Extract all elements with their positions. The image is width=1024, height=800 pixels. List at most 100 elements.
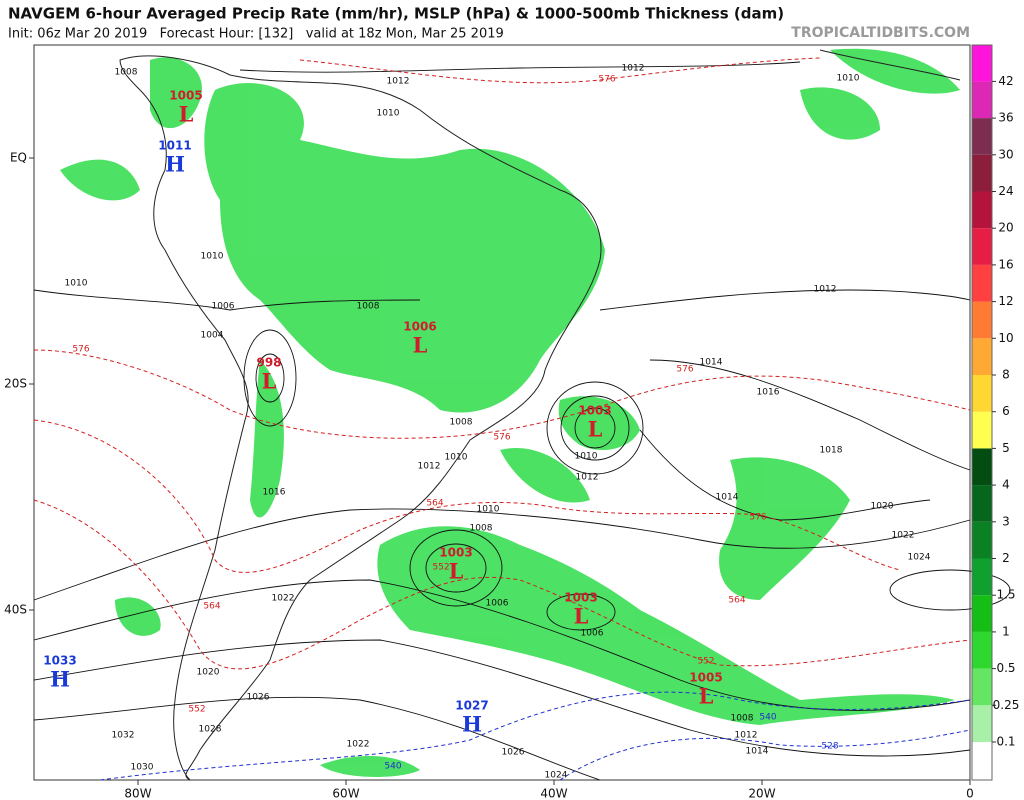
- colorbar-band: [972, 338, 992, 375]
- thickness-label: 552: [697, 657, 714, 667]
- isobar-label: 1010: [575, 452, 598, 462]
- isobar-label: 1008: [470, 524, 493, 534]
- thickness-line: [33, 499, 971, 670]
- isobar-label: 1024: [908, 553, 931, 563]
- thickness-label: 540: [759, 713, 776, 723]
- colorbar-label: 20: [998, 221, 1013, 235]
- thickness-label: 576: [749, 513, 766, 523]
- lon-tick-label: 80W: [124, 787, 151, 800]
- isobar: [33, 289, 421, 311]
- thickness-label: 552: [432, 563, 449, 573]
- thickness-blue: [99, 691, 971, 781]
- colorbar-label: 6: [1002, 404, 1010, 418]
- isobar-label: 1016: [757, 388, 780, 398]
- colorbar-band: [972, 521, 992, 559]
- isobar-label: 1010: [201, 252, 224, 262]
- colorbar-band: [972, 154, 992, 192]
- colorbar-label: 12: [998, 294, 1013, 308]
- isobar: [33, 508, 971, 601]
- isobar-label: 1010: [837, 74, 860, 84]
- colorbar-frame: [971, 44, 993, 781]
- precip-blob: [250, 360, 284, 518]
- pressure-center: L: [179, 102, 194, 127]
- thickness-line: [99, 691, 971, 781]
- thickness-line: [33, 419, 901, 573]
- colorbar-label: 36: [998, 111, 1013, 125]
- pressure-center: H: [165, 152, 185, 177]
- isobar: [889, 569, 1011, 611]
- isobar: [649, 359, 971, 471]
- pressure-value: 1003: [564, 591, 597, 605]
- pressure-center: L: [588, 417, 603, 442]
- colorbar-band: [972, 301, 992, 339]
- isobar: [33, 579, 971, 711]
- thickness-label: 564: [203, 602, 220, 612]
- isobar-label: 1012: [387, 77, 410, 87]
- isobar-label: 1016: [263, 488, 286, 498]
- thickness-label: 552: [188, 705, 205, 715]
- isobar: [599, 289, 971, 311]
- colorbar-label: 5: [1002, 441, 1010, 455]
- title: NAVGEM 6-hour Averaged Precip Rate (mm/h…: [8, 5, 784, 23]
- isobar-label: 1008: [731, 714, 754, 724]
- isobar-label: 1012: [814, 285, 837, 295]
- colorbar-label: 30: [998, 147, 1013, 161]
- colorbar-band: [972, 375, 992, 412]
- colorbar-band: [972, 668, 992, 706]
- isobar-label: 1012: [576, 473, 599, 483]
- colorbar-band: [972, 595, 992, 632]
- isobar-label: 1020: [197, 668, 220, 678]
- colorbar-label: 8: [1002, 368, 1010, 382]
- isobar: [255, 353, 285, 403]
- isobar-label: 1006: [486, 599, 509, 609]
- precip-blob: [115, 597, 161, 636]
- pressure-value: 1033: [43, 654, 76, 668]
- thickness-label: 576: [72, 345, 89, 355]
- pressure-value: 1005: [689, 671, 722, 685]
- south-america: [119, 55, 602, 781]
- pressure-center: L: [413, 333, 428, 358]
- isobar-label: 1014: [700, 358, 723, 368]
- colorbar-band: [972, 45, 992, 82]
- precip-blob: [150, 57, 202, 129]
- colorbar-label: 10: [998, 331, 1013, 345]
- map-area: 1005L1011H998L1006L1003L1003L1003L1005L1…: [33, 44, 1011, 781]
- pressure-value: 1006: [403, 320, 436, 334]
- isobar: [243, 329, 297, 427]
- pressure-center: L: [574, 604, 589, 629]
- thickness-label: 564: [426, 499, 443, 509]
- colorbar-label: 3: [1002, 514, 1010, 528]
- precip-blob: [719, 457, 850, 600]
- isobar: [546, 381, 644, 475]
- thickness-label: 528: [821, 742, 838, 752]
- isobar-label: 1008: [450, 418, 473, 428]
- watermark: TROPICALTIDBITS.COM: [791, 25, 970, 41]
- colorbar-band: [972, 228, 992, 265]
- isobar-label: 1020: [871, 502, 894, 512]
- isobar-label: 1010: [65, 279, 88, 289]
- isobar-label: 1028: [199, 725, 222, 735]
- precip-blob: [830, 48, 960, 94]
- colorbar-band: [972, 118, 992, 155]
- isobar: [560, 395, 630, 461]
- precip-blob: [60, 159, 140, 201]
- precip-blob: [558, 396, 640, 450]
- lon-tick-label: 60W: [332, 787, 359, 800]
- pressure-value: 1027: [455, 699, 488, 713]
- colorbar-label: 16: [998, 257, 1013, 271]
- isobar-label: 1026: [247, 693, 270, 703]
- isobar-label: 1014: [716, 493, 739, 503]
- precip-blob: [377, 526, 955, 725]
- map-labels: 1005L1011H998L1006L1003L1003L1003L1005L1…: [43, 64, 930, 781]
- isobar-label: 1008: [357, 302, 380, 312]
- pressure-value: 1005: [169, 89, 202, 103]
- colorbar-band: [972, 411, 992, 449]
- colorbar-band: [972, 191, 992, 229]
- isobar-label: 1030: [131, 763, 154, 773]
- precip-blob: [204, 83, 605, 413]
- precip-areas: [60, 48, 960, 777]
- lon-tick-label: 0: [966, 787, 974, 800]
- colorbar-label: 24: [998, 184, 1013, 198]
- isobar-label: 1022: [347, 740, 370, 750]
- isobar-label: 1026: [502, 748, 525, 758]
